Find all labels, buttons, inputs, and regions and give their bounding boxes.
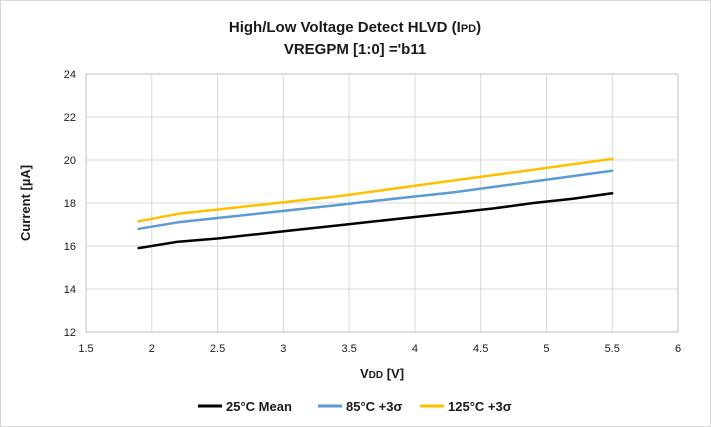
x-tick-label: 5.5 [605, 343, 620, 355]
x-tick-label: 1.5 [78, 343, 93, 355]
chart-subtitle: VREGPM [1:0] ='b11 [284, 41, 426, 58]
plot-area-border [85, 73, 679, 333]
y-tick-label: 16 [64, 241, 76, 253]
legend-item[interactable]: 125°C +3σ [420, 399, 512, 414]
legend-label: 85°C +3σ [346, 399, 402, 414]
legend-label: 25°C Mean [226, 399, 292, 414]
legend-label: 125°C +3σ [448, 399, 512, 414]
y-axis-label: Current [µA] [18, 165, 33, 241]
x-tick-label: 5 [543, 343, 549, 355]
x-tick-label: 3.5 [341, 343, 356, 355]
y-tick-label: 24 [64, 69, 76, 81]
series-line [137, 169, 614, 231]
x-axis-label: VDD [V] [360, 366, 404, 381]
series-line [137, 192, 614, 250]
x-tick-label: 6 [675, 343, 681, 355]
y-tick-label: 12 [64, 327, 76, 339]
y-tick-label: 14 [64, 284, 76, 296]
series-line [137, 157, 614, 223]
chart-title: High/Low Voltage Detect HLVD (IPD) [229, 19, 481, 36]
x-tick-label: 4.5 [473, 343, 488, 355]
legend-item[interactable]: 85°C +3σ [318, 399, 402, 414]
y-tick-label: 22 [64, 112, 76, 124]
legend[interactable]: 25°C Mean 85°C +3σ 125°C +3σ [198, 399, 512, 414]
y-tick-label: 20 [64, 155, 76, 167]
data-series [137, 157, 614, 250]
x-tick-label: 3 [280, 343, 286, 355]
x-tick-label: 2 [149, 343, 155, 355]
y-tick-label: 18 [64, 198, 76, 210]
legend-item[interactable]: 25°C Mean [198, 399, 292, 414]
x-tick-label: 2.5 [210, 343, 225, 355]
x-tick-label: 4 [412, 343, 418, 355]
axis-ticks: 1.5 2 2.5 3 3.5 4 4.5 5 5.5 6 12 14 16 18 20 22 24 [64, 69, 681, 355]
